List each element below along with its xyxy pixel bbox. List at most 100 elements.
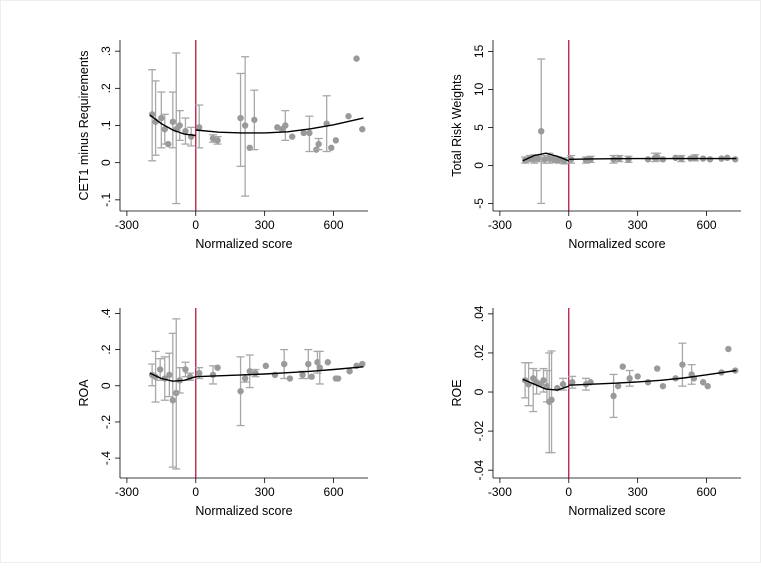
data-point	[289, 133, 296, 140]
fit-curve-left	[522, 152, 570, 162]
data-point	[724, 154, 731, 161]
data-point	[282, 122, 289, 129]
fit-curve-right	[195, 366, 364, 378]
data-point	[644, 156, 652, 163]
x-tick-label: -300	[115, 218, 139, 232]
y-tick-label: -5	[472, 198, 486, 209]
data-point	[346, 368, 353, 375]
x-axis-title: Normalized score	[195, 237, 292, 251]
data-point	[251, 116, 258, 124]
data-point	[634, 373, 641, 380]
y-tick-label: 0	[99, 159, 113, 166]
x-tick-label: 600	[697, 485, 717, 499]
data-point	[182, 366, 189, 373]
data-point	[538, 128, 545, 135]
x-tick-label: 600	[697, 218, 717, 232]
data-point	[359, 360, 366, 368]
fit-curve-right	[568, 157, 737, 160]
data-point	[543, 382, 551, 390]
x-tick-label: 0	[192, 218, 199, 232]
fit-curve-left	[149, 114, 196, 137]
data-point	[659, 156, 667, 163]
data-point	[166, 371, 173, 379]
y-tick-label: -.1	[99, 193, 113, 207]
data-point	[644, 379, 652, 386]
data-point	[699, 379, 707, 386]
fit-curve-left	[149, 372, 197, 382]
data-point	[659, 382, 667, 390]
x-tick-label: 600	[324, 485, 344, 499]
x-tick-label: 300	[628, 485, 648, 499]
data-point	[540, 377, 547, 384]
x-axis-title: Normalized score	[195, 504, 292, 518]
data-point	[196, 124, 203, 131]
data-point	[548, 396, 555, 404]
data-point	[614, 382, 622, 390]
y-tick-label: 10	[472, 82, 486, 96]
data-point	[182, 127, 189, 135]
data-point	[353, 55, 360, 62]
fit-curve-right	[568, 369, 737, 386]
data-point	[237, 387, 244, 395]
x-tick-label: 0	[565, 485, 572, 499]
data-point	[706, 156, 714, 163]
data-point	[725, 345, 732, 353]
data-point	[299, 371, 306, 379]
y-tick-label: 0	[472, 388, 486, 395]
x-tick-label: -300	[488, 218, 512, 232]
y-tick-label: 15	[472, 44, 486, 58]
data-point	[359, 126, 366, 133]
data-point	[314, 359, 321, 366]
data-point	[169, 397, 177, 404]
panel-roa: -.4 -.2 0 .2 .4 -300 0 300 600 Normalized score RO…	[77, 308, 368, 518]
data-point	[209, 371, 217, 379]
y-tick-label: 0	[99, 382, 113, 389]
y-tick-label: -.02	[472, 420, 486, 441]
fit-curve-right	[195, 117, 364, 134]
data-point	[732, 156, 739, 163]
y-tick-label: .02	[472, 344, 486, 361]
y-tick-label: -.04	[472, 460, 486, 481]
data-point	[315, 140, 322, 148]
data-point	[559, 381, 567, 388]
x-tick-label: 600	[324, 218, 344, 232]
x-axis-title: Normalized score	[568, 504, 665, 518]
data-point	[691, 154, 699, 161]
data-point	[156, 366, 164, 373]
y-axis-title: ROA	[77, 379, 91, 407]
y-tick-label: .3	[99, 46, 113, 56]
data-point	[308, 373, 315, 380]
data-point	[610, 392, 617, 400]
y-tick-label: .2	[99, 83, 113, 93]
data-point	[345, 113, 352, 120]
data-point	[161, 126, 168, 133]
data-point	[286, 375, 294, 382]
data-point	[619, 363, 626, 370]
data-point	[672, 154, 679, 161]
x-tick-label: -300	[115, 485, 139, 499]
data-point	[176, 122, 183, 129]
data-point	[626, 375, 633, 382]
x-tick-label: 0	[192, 485, 199, 499]
data-point	[569, 379, 576, 386]
y-axis-title: Total Risk Weights	[450, 74, 464, 177]
x-tick-label: 300	[255, 218, 275, 232]
x-tick-label: -300	[488, 485, 512, 499]
data-point	[246, 368, 253, 375]
y-tick-label: .2	[99, 344, 113, 354]
x-axis-title: Normalized score	[568, 237, 665, 251]
x-tick-label: 300	[255, 485, 275, 499]
data-point	[332, 137, 340, 144]
panel-cet1: -.1 0 .1 .2 .3 -300 0 300 600 Normalized score CET…	[77, 40, 368, 251]
data-point	[334, 375, 342, 382]
data-point	[169, 118, 177, 125]
y-tick-label: -.2	[99, 415, 113, 429]
data-point	[306, 129, 313, 137]
data-point	[237, 114, 244, 122]
data-point	[262, 362, 270, 370]
fit-curve-left	[522, 378, 570, 391]
data-point	[214, 364, 221, 371]
y-axis-title: CET1 minus Requirements	[77, 50, 91, 200]
panel-risk-weights: -5 0 5 10 15 -300 0 300 600 Normalized score Total…	[450, 40, 741, 251]
y-tick-label: -.4	[99, 451, 113, 465]
